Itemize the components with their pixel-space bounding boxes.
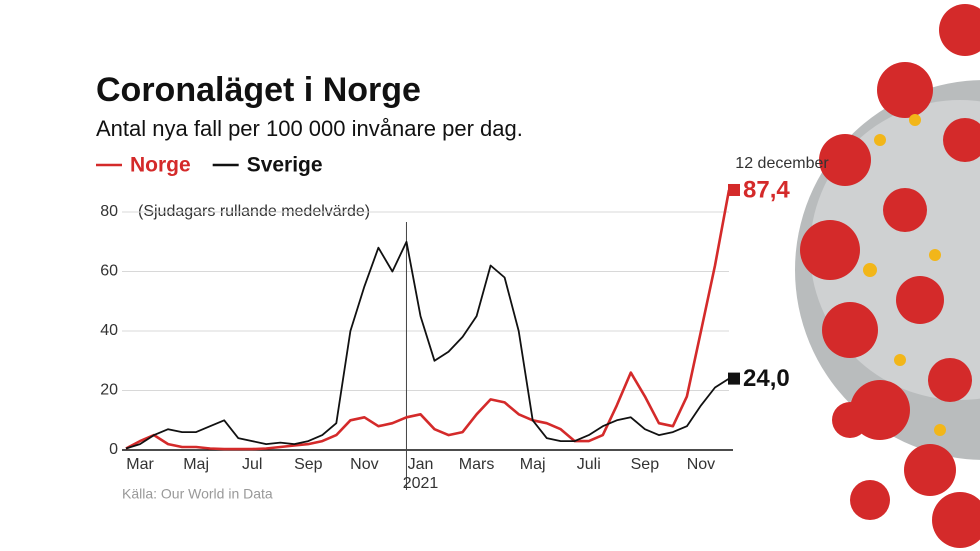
x-tick-label: Maj <box>183 456 209 473</box>
end-label: 24,0 <box>743 365 790 392</box>
end-label: 87,4 <box>743 176 790 203</box>
chart-subtitle: Antal nya fall per 100 000 invånare per … <box>96 116 523 141</box>
y-tick-label: 20 <box>100 382 118 399</box>
x-tick-label: Juli <box>577 456 601 473</box>
x-tick-label: Mars <box>459 456 495 473</box>
series-line <box>125 189 731 451</box>
source: Källa: Our World in Data <box>122 486 273 502</box>
x-tick-label: Mar <box>126 456 154 473</box>
y-tick-label: 40 <box>100 322 118 339</box>
y-tick-label: 60 <box>100 263 118 280</box>
y-tick-label: 80 <box>100 203 118 220</box>
end-marker <box>728 372 740 385</box>
y-tick-label: 0 <box>109 441 118 458</box>
end-marker <box>728 183 740 196</box>
x-tick-label: Jan <box>408 456 434 473</box>
x-tick-label: Nov <box>687 456 715 473</box>
legend-label: Norge <box>130 154 191 177</box>
x-tick-label: Nov <box>350 456 378 473</box>
year-label: 2021 <box>403 475 439 492</box>
x-tick-label: Sep <box>631 456 660 473</box>
x-tick-label: Maj <box>520 456 546 473</box>
date-annotation: 12 december <box>735 155 829 172</box>
x-tick-label: Sep <box>294 456 323 473</box>
legend-label: Sverige <box>247 154 323 177</box>
virus-illustration <box>795 4 980 548</box>
series-line <box>125 240 730 450</box>
x-tick-label: Jul <box>242 456 262 473</box>
chart-title: Coronaläget i Norge <box>96 71 421 109</box>
